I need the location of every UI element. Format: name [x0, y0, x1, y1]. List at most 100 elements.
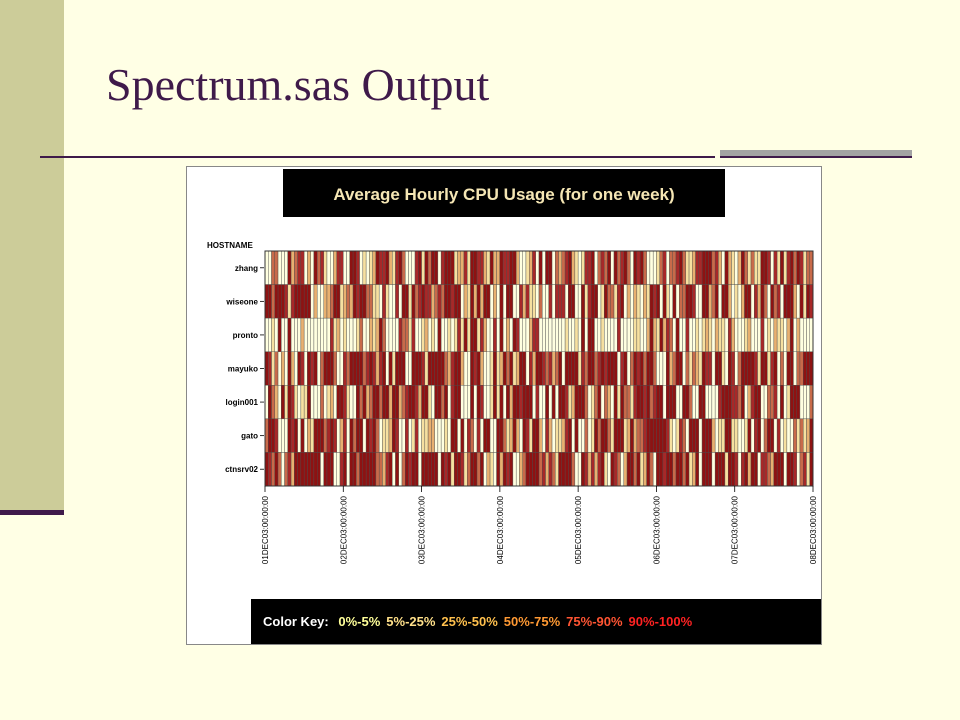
heatmap-cell [574, 250, 579, 285]
heatmap-cell [486, 385, 491, 420]
heatmap-cell [561, 317, 566, 352]
heatmap-cell [727, 385, 732, 420]
heatmap-cell [372, 452, 377, 487]
heatmap-cell [561, 351, 566, 386]
heatmap-cell [483, 351, 488, 386]
host-label: ctnsrv02 [225, 465, 258, 474]
heatmap-cell [375, 452, 380, 487]
heatmap-cell [672, 418, 677, 453]
heatmap-cell [271, 452, 275, 487]
heatmap-cell [323, 351, 328, 386]
heatmap-cell [727, 418, 732, 453]
heatmap-cells [264, 250, 814, 487]
heatmap-cell [630, 452, 634, 487]
heatmap-cell [434, 317, 439, 352]
heatmap-cell [695, 250, 700, 285]
heatmap-cell [545, 418, 549, 453]
heatmap-cell [414, 250, 419, 285]
heatmap-cell [496, 452, 501, 487]
heatmap-cell [626, 317, 631, 352]
heatmap-cell [558, 351, 563, 386]
heatmap-cell [737, 418, 742, 453]
heatmap-cell [437, 250, 442, 285]
heatmap-cell [675, 317, 680, 352]
heatmap-cell [626, 418, 631, 453]
heatmap-cell [633, 250, 638, 285]
heatmap-cell [509, 385, 514, 420]
heatmap-cell [440, 317, 445, 352]
heatmap-cell [421, 284, 426, 319]
heatmap-cell [405, 452, 409, 487]
heatmap-cell [806, 418, 810, 453]
heatmap-cell [281, 385, 285, 420]
heatmap-cell [489, 250, 494, 285]
heatmap-cell [610, 385, 615, 420]
heatmap-cell [460, 351, 465, 386]
heatmap-cell [418, 250, 422, 285]
heatmap-cell [336, 317, 341, 352]
heatmap-cell [431, 284, 435, 319]
heatmap-cell [444, 317, 448, 352]
heatmap-cell [444, 452, 448, 487]
heatmap-cell [489, 284, 494, 319]
heatmap-cell [300, 317, 305, 352]
heatmap-cell [538, 317, 543, 352]
heatmap-cell [356, 351, 360, 386]
heatmap-cell [685, 418, 690, 453]
heatmap-cell [561, 250, 566, 285]
heatmap-cell [741, 317, 745, 352]
heatmap-cell [636, 452, 641, 487]
heatmap-cell [617, 317, 621, 352]
heatmap-cell [727, 351, 732, 386]
heatmap-cell [555, 250, 559, 285]
heatmap-cell [483, 418, 488, 453]
heatmap-cell [545, 250, 549, 285]
host-label: mayuko [228, 365, 258, 374]
heatmap-cell [656, 351, 660, 386]
heatmap-cell [515, 452, 520, 487]
heatmap-cell [398, 418, 403, 453]
heatmap-cell [757, 284, 762, 319]
heatmap-cell [284, 385, 289, 420]
heatmap-cell [343, 385, 347, 420]
heatmap-cell [525, 385, 530, 420]
heatmap-cell [548, 250, 553, 285]
heatmap-cell [395, 284, 399, 319]
heatmap-cell [414, 317, 419, 352]
heatmap-cell [349, 250, 354, 285]
heatmap-cell [281, 317, 285, 352]
heatmap-cell [564, 418, 569, 453]
heatmap-cell [447, 284, 452, 319]
heatmap-cell [424, 317, 429, 352]
heatmap-cell [754, 385, 758, 420]
heatmap-cell [564, 250, 569, 285]
heatmap-cell [698, 317, 703, 352]
heatmap-cell [581, 351, 585, 386]
heatmap-cell [636, 418, 641, 453]
heatmap-cell [343, 284, 347, 319]
heatmap-cell [480, 351, 484, 386]
heatmap-cell [476, 418, 481, 453]
heatmap-cell [385, 452, 390, 487]
heatmap-cell [535, 452, 540, 487]
heatmap-cell [688, 418, 693, 453]
heatmap-cell [754, 418, 758, 453]
heatmap-cell [401, 452, 406, 487]
heatmap-cell [542, 385, 546, 420]
heatmap-cell [509, 351, 514, 386]
heatmap-cell [529, 317, 533, 352]
heatmap-cell [294, 250, 298, 285]
heatmap-cell [577, 284, 582, 319]
heatmap-cell [303, 385, 308, 420]
heatmap-cell [486, 250, 491, 285]
heatmap-cell [385, 385, 390, 420]
heatmap-cell [763, 452, 768, 487]
heatmap-cell [362, 250, 367, 285]
heatmap-cell [754, 284, 758, 319]
heatmap-cell [437, 351, 442, 386]
heatmap-cell [630, 317, 634, 352]
heatmap-cell [385, 250, 390, 285]
heatmap-cell [450, 250, 455, 285]
heatmap-cell [502, 317, 507, 352]
heatmap-cell [515, 385, 520, 420]
